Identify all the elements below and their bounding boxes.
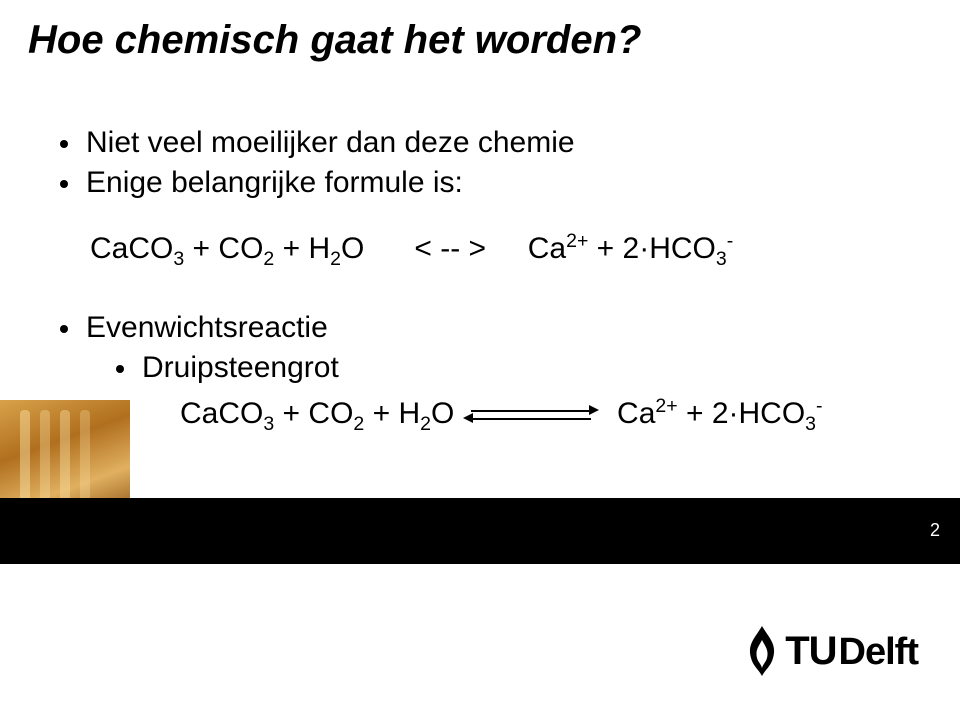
- bullet-dot-icon: [60, 140, 68, 148]
- f2-ca: Ca: [617, 397, 655, 430]
- f1-ca: Ca: [528, 232, 566, 265]
- page-number: 2: [930, 520, 940, 541]
- f2-o: O: [431, 397, 454, 430]
- f1-arrow: < -- >: [414, 232, 486, 265]
- f2-sub2: 2: [353, 413, 364, 435]
- f1-supminus: -: [727, 230, 734, 252]
- logo-u: U: [809, 629, 837, 673]
- bullet-4: Druipsteengrot: [116, 351, 920, 385]
- f2-co: CO: [308, 397, 353, 430]
- slide: Hoe chemisch gaat het worden? Niet veel …: [0, 0, 960, 712]
- bullet-3: Evenwichtsreactie: [60, 311, 920, 345]
- f1-sub2: 2: [263, 248, 274, 270]
- f2-supminus: -: [816, 395, 823, 417]
- tudelft-logo: TUDelft: [739, 624, 918, 678]
- bullet-dot-icon: [60, 325, 68, 333]
- flame-icon: [739, 624, 785, 678]
- logo-t: T: [785, 629, 808, 673]
- f1-sub2b: 2: [330, 248, 341, 270]
- f1-sup2p: 2+: [566, 230, 588, 252]
- f2-plush2: + H: [364, 397, 420, 430]
- f1-caco: CaCO: [90, 232, 173, 265]
- bullet-dot-icon: [116, 365, 124, 373]
- f2-sub2b: 2: [420, 413, 431, 435]
- f2-plus1: +: [274, 397, 308, 430]
- f1-o: O: [341, 232, 364, 265]
- f2-sub3: 3: [263, 413, 274, 435]
- bullet-1: Niet veel moeilijker dan deze chemie: [60, 126, 920, 160]
- bullet-3-text: Evenwichtsreactie: [86, 311, 328, 345]
- content-area: Niet veel moeilijker dan deze chemie Eni…: [60, 120, 920, 436]
- f1-sub3: 3: [173, 248, 184, 270]
- slide-title: Hoe chemisch gaat het worden?: [28, 18, 641, 63]
- f1-plus2: + 2·HCO: [588, 232, 716, 265]
- formula-2: CaCO3 + CO2 + H2O Ca2+ + 2·HCO3-: [180, 395, 920, 436]
- bullet-2-text: Enige belangrijke formule is:: [86, 166, 463, 200]
- formula-1: CaCO3 + CO2 + H2O < -- > Ca2+ + 2·HCO3-: [90, 230, 920, 271]
- f1-plush: + H: [274, 232, 330, 265]
- bullet-1-text: Niet veel moeilijker dan deze chemie: [86, 126, 575, 160]
- f2-sub3b: 3: [805, 413, 816, 435]
- f1-co: CO: [218, 232, 263, 265]
- bullet-4-text: Druipsteengrot: [142, 351, 339, 385]
- bullet-dot-icon: [60, 180, 68, 188]
- footer-bar: 2: [0, 498, 960, 564]
- logo-text: TUDelft: [785, 629, 918, 674]
- f1-plus1: +: [184, 232, 218, 265]
- f2-caco: CaCO: [180, 397, 263, 430]
- f2-sup2p: 2+: [655, 395, 677, 417]
- f1-sub3b: 3: [716, 248, 727, 270]
- bullet-2: Enige belangrijke formule is:: [60, 166, 920, 200]
- equilibrium-arrow-icon: [471, 404, 601, 426]
- logo-rest: Delft: [839, 631, 918, 673]
- f2-plus2: + 2·HCO: [678, 397, 806, 430]
